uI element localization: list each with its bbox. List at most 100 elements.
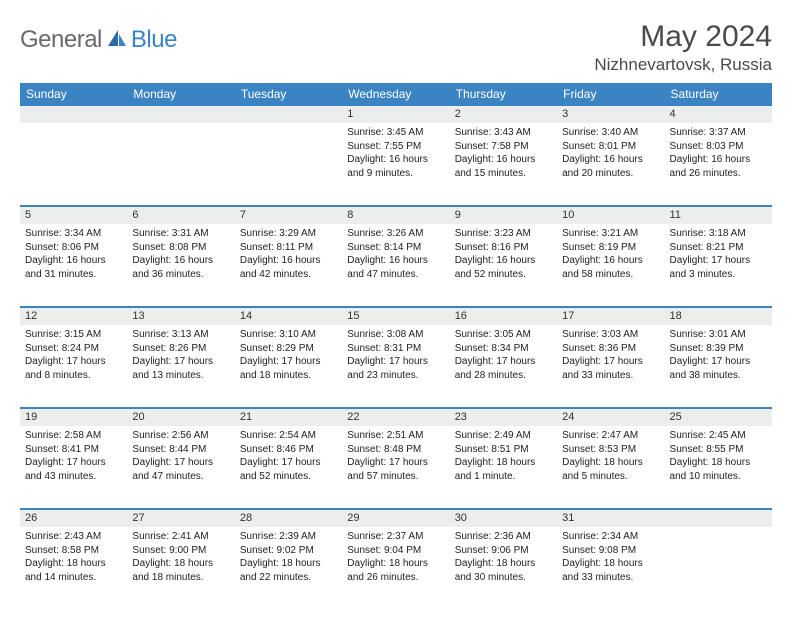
sunrise-text: Sunrise: 3:45 AM xyxy=(347,126,444,140)
day-cell: 25Sunrise: 2:45 AMSunset: 8:55 PMDayligh… xyxy=(665,409,772,508)
week-row: 19Sunrise: 2:58 AMSunset: 8:41 PMDayligh… xyxy=(20,409,772,510)
day-details: Sunrise: 3:40 AMSunset: 8:01 PMDaylight:… xyxy=(557,123,664,205)
sunrise-text: Sunrise: 3:40 AM xyxy=(562,126,659,140)
day-number: 28 xyxy=(235,510,342,527)
day-details: Sunrise: 3:21 AMSunset: 8:19 PMDaylight:… xyxy=(557,224,664,306)
sunset-text: Sunset: 8:44 PM xyxy=(132,443,229,457)
day-number xyxy=(235,106,342,123)
day-number: 23 xyxy=(450,409,557,426)
sunset-text: Sunset: 9:02 PM xyxy=(240,544,337,558)
day-cell: 31Sunrise: 2:34 AMSunset: 9:08 PMDayligh… xyxy=(557,510,664,609)
day-details: Sunrise: 2:51 AMSunset: 8:48 PMDaylight:… xyxy=(342,426,449,508)
day-cell: 24Sunrise: 2:47 AMSunset: 8:53 PMDayligh… xyxy=(557,409,664,508)
day-details xyxy=(235,123,342,205)
calendar-grid: Sunday Monday Tuesday Wednesday Thursday… xyxy=(20,83,772,609)
daylight-text: Daylight: 17 hours and 47 minutes. xyxy=(132,456,229,483)
sunset-text: Sunset: 8:16 PM xyxy=(455,241,552,255)
sunrise-text: Sunrise: 2:58 AM xyxy=(25,429,122,443)
day-number: 18 xyxy=(665,308,772,325)
sunrise-text: Sunrise: 3:10 AM xyxy=(240,328,337,342)
day-cell xyxy=(20,106,127,205)
sunrise-text: Sunrise: 2:43 AM xyxy=(25,530,122,544)
day-cell: 2Sunrise: 3:43 AMSunset: 7:58 PMDaylight… xyxy=(450,106,557,205)
day-details: Sunrise: 2:58 AMSunset: 8:41 PMDaylight:… xyxy=(20,426,127,508)
sunset-text: Sunset: 8:24 PM xyxy=(25,342,122,356)
day-details xyxy=(20,123,127,205)
day-number: 4 xyxy=(665,106,772,123)
sunset-text: Sunset: 8:01 PM xyxy=(562,140,659,154)
day-cell: 17Sunrise: 3:03 AMSunset: 8:36 PMDayligh… xyxy=(557,308,664,407)
day-cell: 23Sunrise: 2:49 AMSunset: 8:51 PMDayligh… xyxy=(450,409,557,508)
sunset-text: Sunset: 8:36 PM xyxy=(562,342,659,356)
sunrise-text: Sunrise: 3:29 AM xyxy=(240,227,337,241)
daylight-text: Daylight: 18 hours and 30 minutes. xyxy=(455,557,552,584)
day-number: 26 xyxy=(20,510,127,527)
sunrise-text: Sunrise: 2:51 AM xyxy=(347,429,444,443)
day-cell: 3Sunrise: 3:40 AMSunset: 8:01 PMDaylight… xyxy=(557,106,664,205)
sunrise-text: Sunrise: 3:15 AM xyxy=(25,328,122,342)
daylight-text: Daylight: 17 hours and 8 minutes. xyxy=(25,355,122,382)
weekday-header: Friday xyxy=(557,83,664,106)
day-cell: 15Sunrise: 3:08 AMSunset: 8:31 PMDayligh… xyxy=(342,308,449,407)
daylight-text: Daylight: 17 hours and 13 minutes. xyxy=(132,355,229,382)
day-details: Sunrise: 3:15 AMSunset: 8:24 PMDaylight:… xyxy=(20,325,127,407)
day-number: 13 xyxy=(127,308,234,325)
day-cell xyxy=(127,106,234,205)
day-details: Sunrise: 3:03 AMSunset: 8:36 PMDaylight:… xyxy=(557,325,664,407)
day-cell: 11Sunrise: 3:18 AMSunset: 8:21 PMDayligh… xyxy=(665,207,772,306)
sunrise-text: Sunrise: 2:47 AM xyxy=(562,429,659,443)
day-cell: 26Sunrise: 2:43 AMSunset: 8:58 PMDayligh… xyxy=(20,510,127,609)
sunset-text: Sunset: 8:14 PM xyxy=(347,241,444,255)
daylight-text: Daylight: 17 hours and 23 minutes. xyxy=(347,355,444,382)
sunset-text: Sunset: 8:34 PM xyxy=(455,342,552,356)
daylight-text: Daylight: 17 hours and 43 minutes. xyxy=(25,456,122,483)
day-number: 21 xyxy=(235,409,342,426)
day-number: 15 xyxy=(342,308,449,325)
month-title: May 2024 xyxy=(594,20,772,53)
day-details: Sunrise: 2:56 AMSunset: 8:44 PMDaylight:… xyxy=(127,426,234,508)
day-details xyxy=(127,123,234,205)
sunrise-text: Sunrise: 3:37 AM xyxy=(670,126,767,140)
sunset-text: Sunset: 9:04 PM xyxy=(347,544,444,558)
brand-blue: Blue xyxy=(131,26,177,54)
day-number xyxy=(20,106,127,123)
sunset-text: Sunset: 8:48 PM xyxy=(347,443,444,457)
day-number: 5 xyxy=(20,207,127,224)
week-row: 26Sunrise: 2:43 AMSunset: 8:58 PMDayligh… xyxy=(20,510,772,609)
daylight-text: Daylight: 18 hours and 1 minute. xyxy=(455,456,552,483)
sunrise-text: Sunrise: 2:34 AM xyxy=(562,530,659,544)
sunrise-text: Sunrise: 2:45 AM xyxy=(670,429,767,443)
day-details: Sunrise: 3:26 AMSunset: 8:14 PMDaylight:… xyxy=(342,224,449,306)
sunset-text: Sunset: 8:53 PM xyxy=(562,443,659,457)
weekday-header: Saturday xyxy=(665,83,772,106)
sunset-text: Sunset: 8:39 PM xyxy=(670,342,767,356)
sunrise-text: Sunrise: 2:37 AM xyxy=(347,530,444,544)
daylight-text: Daylight: 17 hours and 28 minutes. xyxy=(455,355,552,382)
day-number: 16 xyxy=(450,308,557,325)
sunrise-text: Sunrise: 3:13 AM xyxy=(132,328,229,342)
day-details: Sunrise: 2:39 AMSunset: 9:02 PMDaylight:… xyxy=(235,527,342,609)
day-cell: 21Sunrise: 2:54 AMSunset: 8:46 PMDayligh… xyxy=(235,409,342,508)
sunset-text: Sunset: 8:55 PM xyxy=(670,443,767,457)
weekday-header-row: Sunday Monday Tuesday Wednesday Thursday… xyxy=(20,83,772,106)
daylight-text: Daylight: 18 hours and 33 minutes. xyxy=(562,557,659,584)
day-details: Sunrise: 2:45 AMSunset: 8:55 PMDaylight:… xyxy=(665,426,772,508)
day-cell xyxy=(235,106,342,205)
sunset-text: Sunset: 8:11 PM xyxy=(240,241,337,255)
sunrise-text: Sunrise: 2:56 AM xyxy=(132,429,229,443)
day-details: Sunrise: 2:36 AMSunset: 9:06 PMDaylight:… xyxy=(450,527,557,609)
day-details: Sunrise: 2:43 AMSunset: 8:58 PMDaylight:… xyxy=(20,527,127,609)
daylight-text: Daylight: 16 hours and 58 minutes. xyxy=(562,254,659,281)
sunset-text: Sunset: 9:08 PM xyxy=(562,544,659,558)
day-cell: 29Sunrise: 2:37 AMSunset: 9:04 PMDayligh… xyxy=(342,510,449,609)
day-cell: 7Sunrise: 3:29 AMSunset: 8:11 PMDaylight… xyxy=(235,207,342,306)
day-number: 1 xyxy=(342,106,449,123)
sunset-text: Sunset: 7:58 PM xyxy=(455,140,552,154)
brand-logo: General Blue xyxy=(20,26,177,54)
daylight-text: Daylight: 16 hours and 42 minutes. xyxy=(240,254,337,281)
sunset-text: Sunset: 8:08 PM xyxy=(132,241,229,255)
day-details: Sunrise: 3:08 AMSunset: 8:31 PMDaylight:… xyxy=(342,325,449,407)
sunrise-text: Sunrise: 3:18 AM xyxy=(670,227,767,241)
day-number: 29 xyxy=(342,510,449,527)
day-details: Sunrise: 2:47 AMSunset: 8:53 PMDaylight:… xyxy=(557,426,664,508)
